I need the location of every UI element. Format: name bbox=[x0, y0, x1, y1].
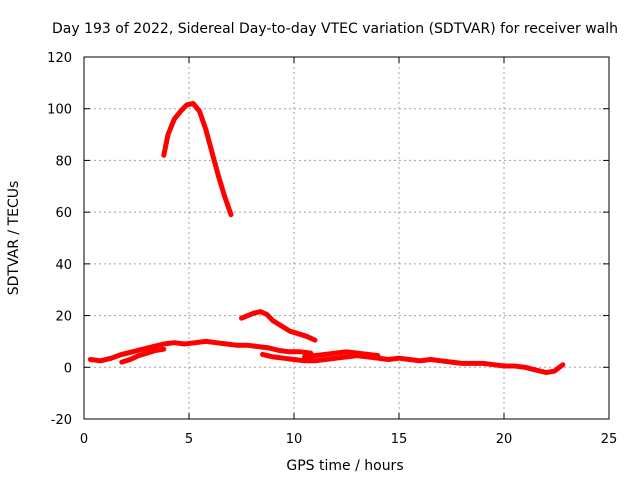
x-axis-label: GPS time / hours bbox=[286, 458, 403, 474]
y-tick-label: -20 bbox=[51, 413, 72, 428]
series-line bbox=[87, 338, 314, 364]
x-tick-label: 25 bbox=[601, 432, 618, 447]
x-tick-label: 20 bbox=[496, 432, 513, 447]
grid bbox=[84, 57, 609, 419]
series-line bbox=[239, 309, 318, 343]
x-tick-label: 0 bbox=[80, 432, 88, 447]
y-tick-label: 60 bbox=[55, 206, 72, 221]
x-tick-label: 10 bbox=[286, 432, 303, 447]
y-tick-label: 0 bbox=[64, 361, 72, 376]
series-line bbox=[119, 346, 167, 365]
plot-frame bbox=[83, 56, 610, 420]
y-tick-label: 40 bbox=[55, 258, 72, 273]
x-tick-label: 5 bbox=[185, 432, 193, 447]
series-line bbox=[260, 351, 566, 375]
y-tick-label: 120 bbox=[47, 51, 72, 66]
y-tick-label: 80 bbox=[55, 154, 72, 169]
x-tick-label: 15 bbox=[391, 432, 408, 447]
y-axis-label: SDTVAR / TECUs bbox=[6, 181, 22, 296]
y-tick-label: 20 bbox=[55, 310, 72, 325]
series-group bbox=[87, 101, 566, 375]
series-line bbox=[302, 349, 381, 360]
axis-ticks: 0 5 10 15 20 25 -20 0 20 40 60 80 100 120 bbox=[47, 51, 617, 447]
series-line bbox=[161, 101, 234, 218]
y-tick-label: 100 bbox=[47, 103, 72, 118]
chart-title: Day 193 of 2022, Sidereal Day-to-day VTE… bbox=[52, 21, 618, 37]
